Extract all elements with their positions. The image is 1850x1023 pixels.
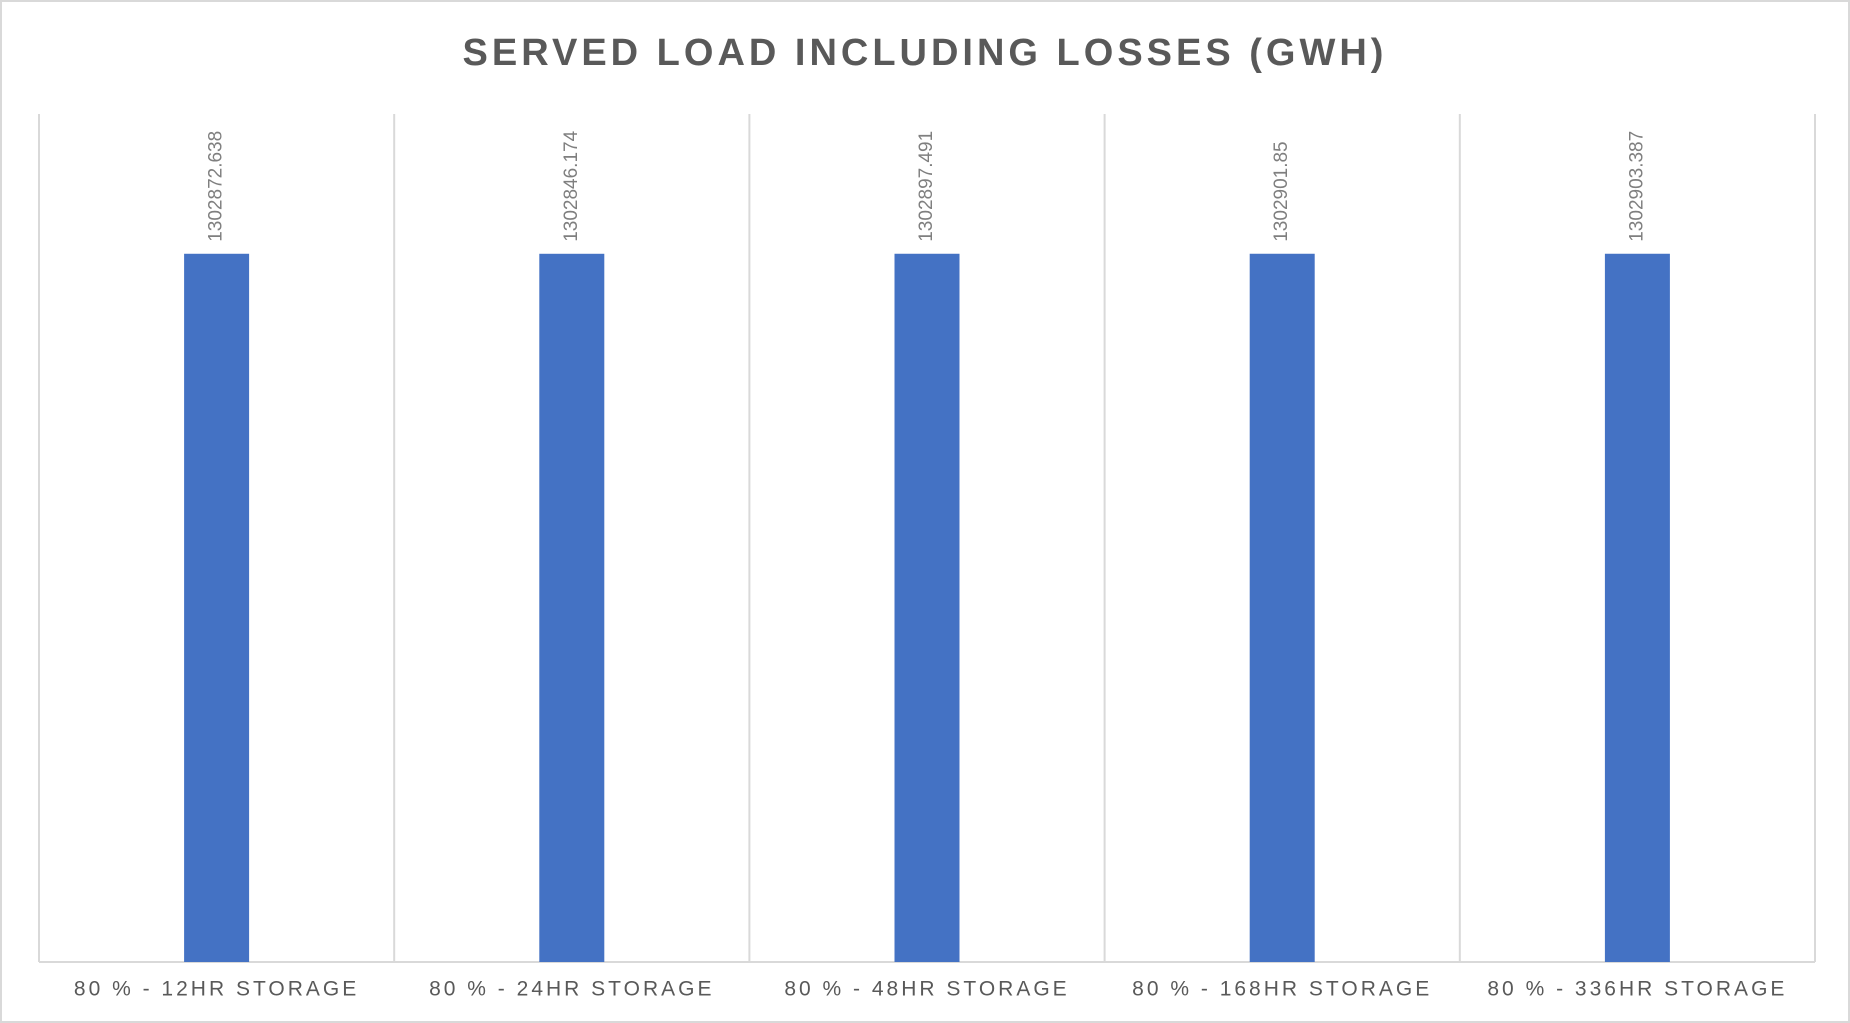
data-label: 1302903.387 [1626,131,1647,242]
bar [184,253,250,962]
x-tick-label: 80 % - 168HR STORAGE [1132,978,1432,1001]
x-tick-label: 80 % - 48HR STORAGE [784,978,1069,1001]
data-label: 1302872.638 [206,131,227,242]
x-tick-label: 80 % - 24HR STORAGE [429,978,714,1001]
bar [894,253,960,962]
data-label: 1302901.85 [1271,141,1292,241]
data-label: 1302846.174 [561,130,582,241]
chart-title: SERVED LOAD INCLUDING LOSSES (GWH) [463,32,1388,74]
bar [1249,253,1315,962]
bar [539,253,605,962]
x-tick-label: 80 % - 336HR STORAGE [1487,978,1787,1001]
bar [1604,253,1670,963]
x-tick-label: 80 % - 12HR STORAGE [74,978,359,1001]
data-label: 1302897.491 [916,131,937,242]
